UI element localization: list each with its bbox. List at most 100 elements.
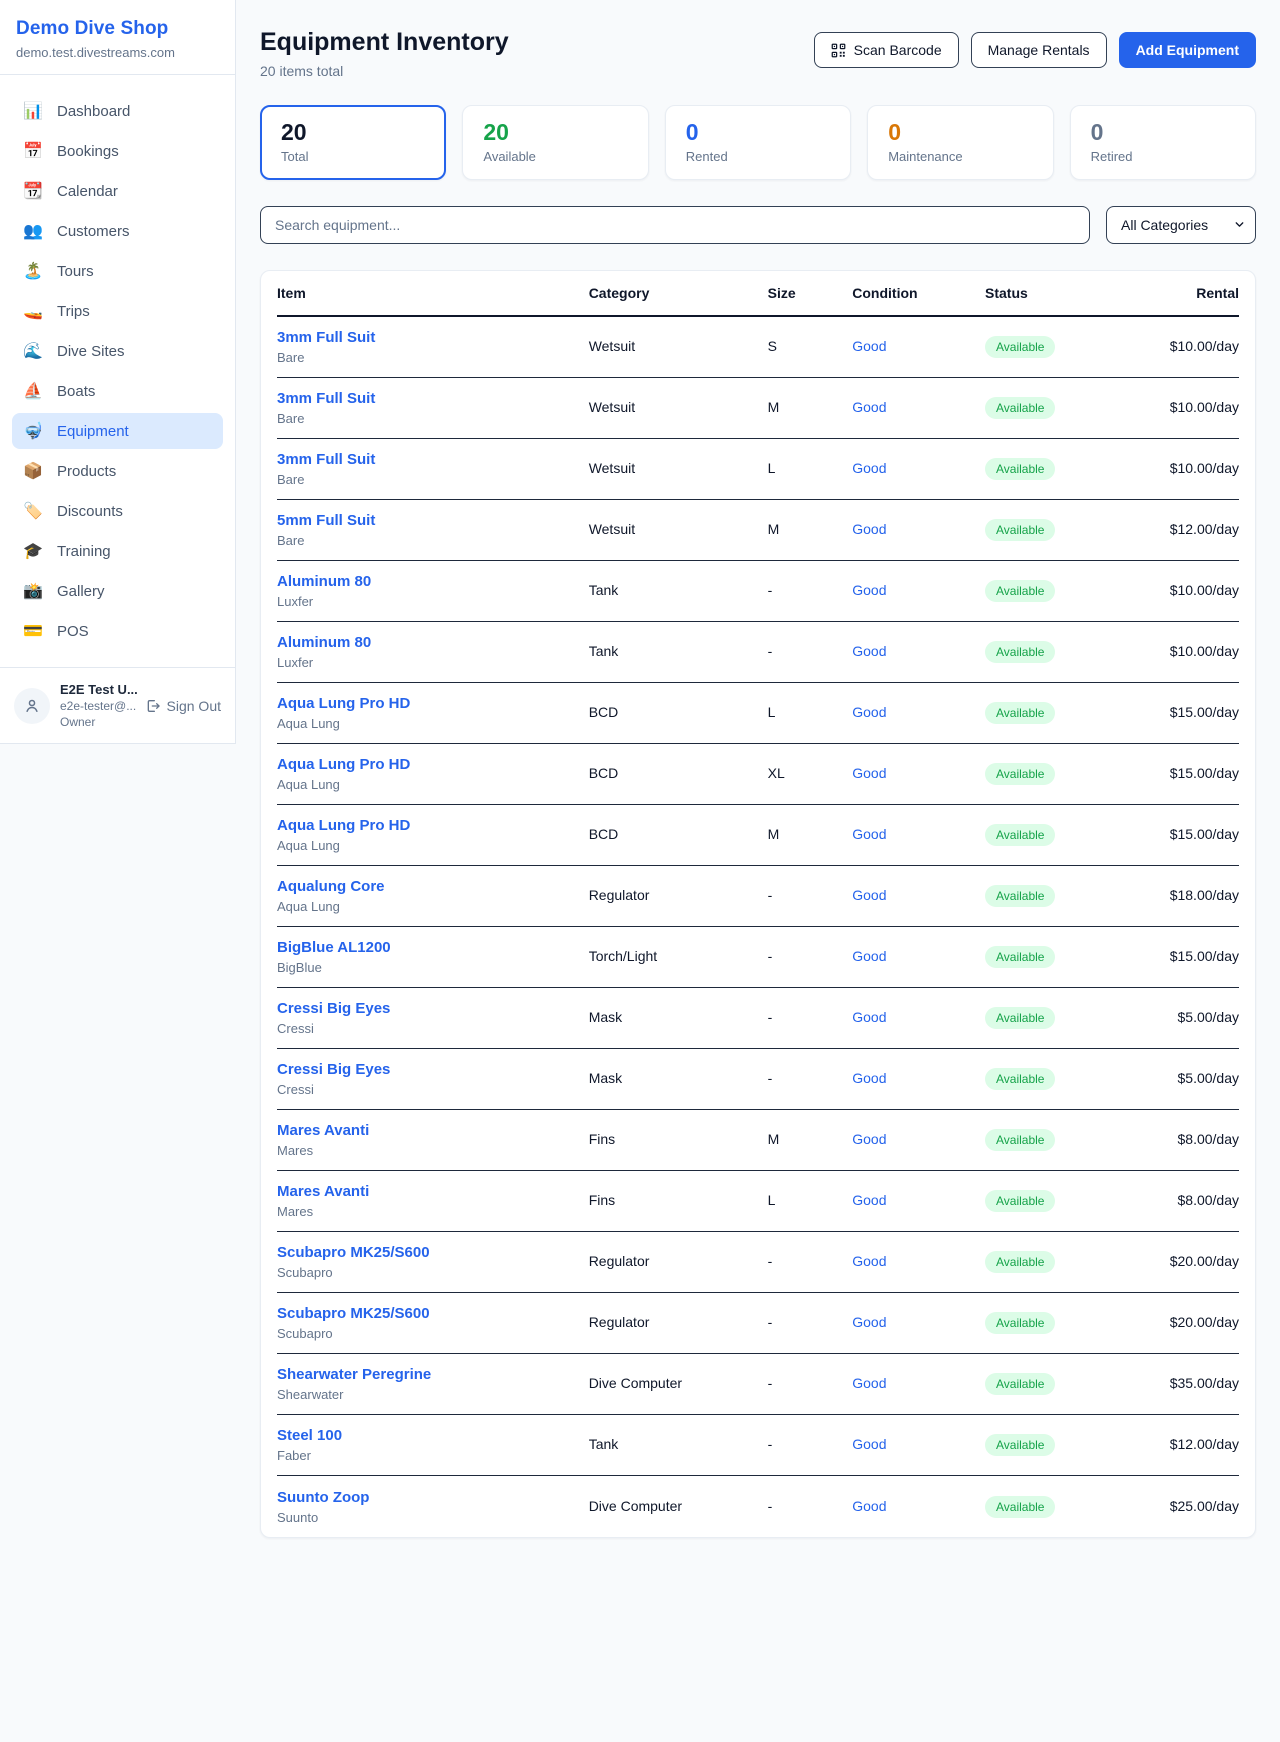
search-input[interactable] [260, 206, 1090, 245]
rental-cell: $8.00/day [1143, 1192, 1240, 1210]
category-select[interactable]: All Categories [1106, 206, 1256, 245]
table-row: Shearwater Peregrine Shearwater Dive Compu… [277, 1354, 1239, 1416]
category-value: BCD [588, 765, 619, 782]
item-brand: Aqua Lung [277, 716, 340, 732]
status-cell: Available [985, 763, 1143, 786]
item-name-link[interactable]: BigBlue AL1200 [277, 939, 391, 957]
scan-barcode-button[interactable]: Scan Barcode [813, 32, 959, 68]
condition-link[interactable]: Good [852, 338, 887, 355]
sidebar-item-label: Products [57, 462, 117, 480]
item-name-link[interactable]: Shearwater Peregrine [277, 1366, 432, 1384]
condition-link[interactable]: Good [852, 765, 887, 782]
size-value: XL [767, 765, 785, 782]
rental-price: $20.00/day [1169, 1314, 1239, 1331]
condition-link[interactable]: Good [852, 704, 887, 721]
item-name-link[interactable]: Steel 100 [277, 1427, 343, 1445]
sidebar-item-customers[interactable]: 👥 Customers [12, 213, 223, 249]
sign-out-button[interactable]: Sign Out [145, 698, 221, 714]
rental-cell: $15.00/day [1143, 826, 1239, 844]
sidebar-item-dive-sites[interactable]: 🌊 Dive Sites [12, 333, 223, 369]
sidebar-item-label: Dive Sites [57, 342, 125, 360]
condition-link[interactable]: Good [852, 948, 887, 965]
condition-link[interactable]: Good [852, 1314, 887, 1331]
condition-link[interactable]: Good [852, 826, 887, 843]
item-name-link[interactable]: 5mm Full Suit [277, 512, 376, 530]
stat-card-total[interactable]: 20 Total [260, 105, 447, 181]
category-value: Fins [588, 1192, 616, 1209]
size-value: - [767, 643, 773, 660]
status-badge: Available [985, 763, 1056, 786]
item-name-link[interactable]: Cressi Big Eyes [277, 1061, 391, 1079]
sidebar-item-trips[interactable]: 🚤 Trips [12, 293, 223, 329]
item-cell: Aqua Lung Pro HD Aqua Lung [277, 695, 589, 731]
condition-link[interactable]: Good [852, 1009, 887, 1026]
item-name-link[interactable]: Aqua Lung Pro HD [277, 695, 411, 713]
item-name-link[interactable]: Cressi Big Eyes [277, 1000, 391, 1018]
item-name-link[interactable]: Aluminum 80 [277, 634, 372, 652]
item-brand: Suunto [277, 1509, 319, 1525]
item-name-link[interactable]: Scubapro MK25/S600 [277, 1305, 430, 1323]
item-name-link[interactable]: Aqualung Core [277, 878, 385, 896]
item-name-link[interactable]: Mares Avanti [277, 1183, 370, 1201]
status-cell: Available [985, 1312, 1143, 1335]
table-row: 5mm Full Suit Bare Wetsuit M Good Available $1… [277, 500, 1239, 562]
rental-cell: $25.00/day [1143, 1498, 1239, 1516]
condition-link[interactable]: Good [852, 643, 887, 660]
sidebar-item-discounts[interactable]: 🏷️ Discounts [12, 493, 223, 529]
sidebar-item-training[interactable]: 🎓 Training [12, 533, 223, 569]
rental-price: $10.00/day [1169, 338, 1239, 355]
condition-link[interactable]: Good [852, 1192, 887, 1209]
item-name-link[interactable]: Aluminum 80 [277, 573, 372, 591]
sidebar-item-label: Tours [57, 262, 94, 280]
stat-value: 0 [1090, 119, 1104, 145]
category-cell: Regulator [589, 1314, 768, 1332]
add-equipment-button[interactable]: Add Equipment [1118, 32, 1256, 68]
sidebar-item-products[interactable]: 📦 Products [12, 453, 223, 489]
sidebar-item-label: Training [57, 542, 111, 560]
stat-card-available[interactable]: 20 Available [462, 105, 649, 181]
condition-link[interactable]: Good [852, 1436, 887, 1453]
sidebar-item-pos[interactable]: 💳 POS [12, 613, 223, 649]
condition-link[interactable]: Good [852, 1497, 887, 1514]
sidebar-item-dashboard[interactable]: 📊 Dashboard [12, 93, 223, 129]
item-name-link[interactable]: Suunto Zoop [277, 1488, 370, 1506]
rental-cell: $10.00/day [1143, 338, 1239, 356]
rental-price: $15.00/day [1169, 826, 1239, 843]
sidebar-item-tours[interactable]: 🏝️ Tours [12, 253, 223, 289]
condition-link[interactable]: Good [852, 1131, 887, 1148]
sidebar-item-bookings[interactable]: 📅 Bookings [12, 133, 223, 169]
item-cell: 3mm Full Suit Bare [277, 451, 589, 487]
item-name-link[interactable]: Aqua Lung Pro HD [277, 756, 411, 774]
column-header-size: Size [767, 285, 796, 302]
item-cell: Aqua Lung Pro HD Aqua Lung [277, 756, 589, 792]
sidebar-user-footer: E2E Test U... e2e-tester@... Owner Sign … [0, 667, 235, 743]
manage-rentals-button[interactable]: Manage Rentals [970, 32, 1107, 68]
sidebar-item-boats[interactable]: ⛵ Boats [12, 373, 223, 409]
condition-link[interactable]: Good [852, 521, 887, 538]
item-name-link[interactable]: 3mm Full Suit [277, 329, 376, 347]
condition-link[interactable]: Good [852, 1253, 887, 1270]
category-value: Regulator [588, 1314, 650, 1331]
condition-link[interactable]: Good [852, 887, 887, 904]
condition-link[interactable]: Good [852, 399, 887, 416]
condition-link[interactable]: Good [852, 1375, 887, 1392]
stat-card-maintenance[interactable]: 0 Maintenance [867, 105, 1054, 181]
shop-name[interactable]: Demo Dive Shop [16, 18, 169, 39]
stat-card-rented[interactable]: 0 Rented [664, 105, 852, 181]
sidebar-item-calendar[interactable]: 📆 Calendar [12, 173, 223, 209]
size-cell: - [768, 1498, 853, 1516]
condition-link[interactable]: Good [852, 582, 887, 599]
sidebar-item-equipment[interactable]: 🤿 Equipment [12, 413, 223, 449]
condition-link[interactable]: Good [852, 460, 887, 477]
rental-price: $35.00/day [1169, 1375, 1239, 1392]
item-name-link[interactable]: Scubapro MK25/S600 [277, 1244, 430, 1262]
stat-card-retired[interactable]: 0 Retired [1069, 105, 1256, 181]
item-name-link[interactable]: 3mm Full Suit [277, 451, 376, 469]
condition-link[interactable]: Good [852, 1070, 887, 1087]
sidebar-item-gallery[interactable]: 📸 Gallery [12, 573, 223, 609]
item-name-link[interactable]: Mares Avanti [277, 1122, 370, 1140]
item-name-link[interactable]: 3mm Full Suit [277, 390, 376, 408]
condition-cell: Good [852, 1131, 985, 1149]
item-name-link[interactable]: Aqua Lung Pro HD [277, 817, 411, 835]
category-cell: Tank [589, 582, 768, 600]
